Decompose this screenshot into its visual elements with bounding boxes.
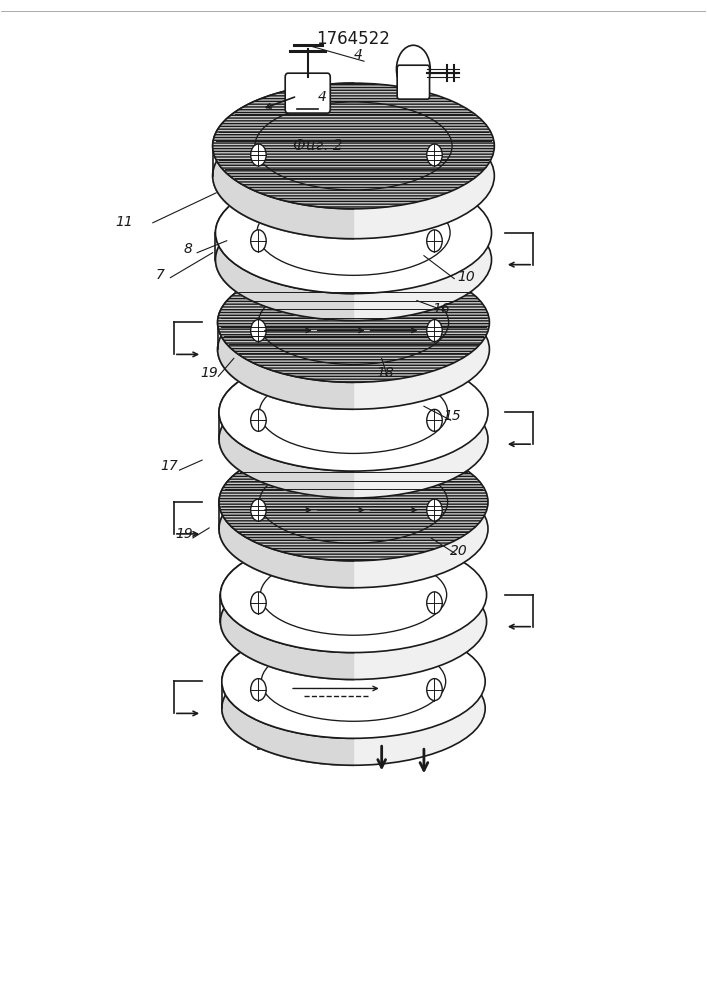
Text: 7: 7 bbox=[156, 268, 164, 282]
Ellipse shape bbox=[222, 652, 485, 765]
Ellipse shape bbox=[221, 537, 486, 653]
Ellipse shape bbox=[219, 443, 488, 561]
Ellipse shape bbox=[218, 290, 489, 409]
Polygon shape bbox=[219, 443, 354, 588]
Text: 10: 10 bbox=[457, 270, 475, 284]
Text: 8: 8 bbox=[184, 242, 192, 256]
Circle shape bbox=[427, 499, 443, 521]
Circle shape bbox=[251, 679, 266, 701]
Circle shape bbox=[427, 409, 443, 431]
Circle shape bbox=[397, 45, 431, 93]
Polygon shape bbox=[222, 625, 354, 765]
Polygon shape bbox=[221, 537, 354, 680]
Text: 17: 17 bbox=[160, 459, 178, 473]
Polygon shape bbox=[219, 353, 354, 498]
Ellipse shape bbox=[219, 380, 488, 498]
Circle shape bbox=[427, 320, 443, 342]
Circle shape bbox=[427, 144, 443, 166]
Text: 11: 11 bbox=[116, 215, 134, 229]
Ellipse shape bbox=[216, 172, 491, 294]
Polygon shape bbox=[216, 172, 354, 321]
Text: 19: 19 bbox=[200, 366, 218, 380]
Circle shape bbox=[251, 499, 266, 521]
Circle shape bbox=[251, 320, 266, 342]
Ellipse shape bbox=[219, 470, 488, 588]
FancyBboxPatch shape bbox=[285, 73, 330, 113]
Ellipse shape bbox=[213, 83, 494, 209]
Text: 19: 19 bbox=[175, 527, 193, 541]
Text: 1764522: 1764522 bbox=[317, 30, 390, 48]
Ellipse shape bbox=[218, 263, 489, 382]
Ellipse shape bbox=[221, 564, 486, 680]
Text: 18: 18 bbox=[376, 366, 394, 380]
Circle shape bbox=[427, 592, 443, 614]
Text: 4: 4 bbox=[317, 90, 326, 104]
Ellipse shape bbox=[222, 625, 485, 738]
Ellipse shape bbox=[219, 353, 488, 471]
Circle shape bbox=[251, 144, 266, 166]
Circle shape bbox=[251, 409, 266, 431]
Circle shape bbox=[251, 230, 266, 252]
Polygon shape bbox=[213, 83, 354, 239]
FancyBboxPatch shape bbox=[397, 65, 430, 99]
Text: 4: 4 bbox=[354, 48, 363, 62]
Polygon shape bbox=[218, 263, 354, 409]
Circle shape bbox=[427, 679, 443, 701]
Circle shape bbox=[427, 230, 443, 252]
Ellipse shape bbox=[213, 113, 494, 239]
Text: 15: 15 bbox=[443, 409, 461, 423]
Circle shape bbox=[251, 592, 266, 614]
Text: Фиг. 2: Фиг. 2 bbox=[293, 139, 343, 153]
Text: 16: 16 bbox=[433, 302, 450, 316]
Text: 20: 20 bbox=[450, 544, 468, 558]
Ellipse shape bbox=[216, 199, 491, 320]
